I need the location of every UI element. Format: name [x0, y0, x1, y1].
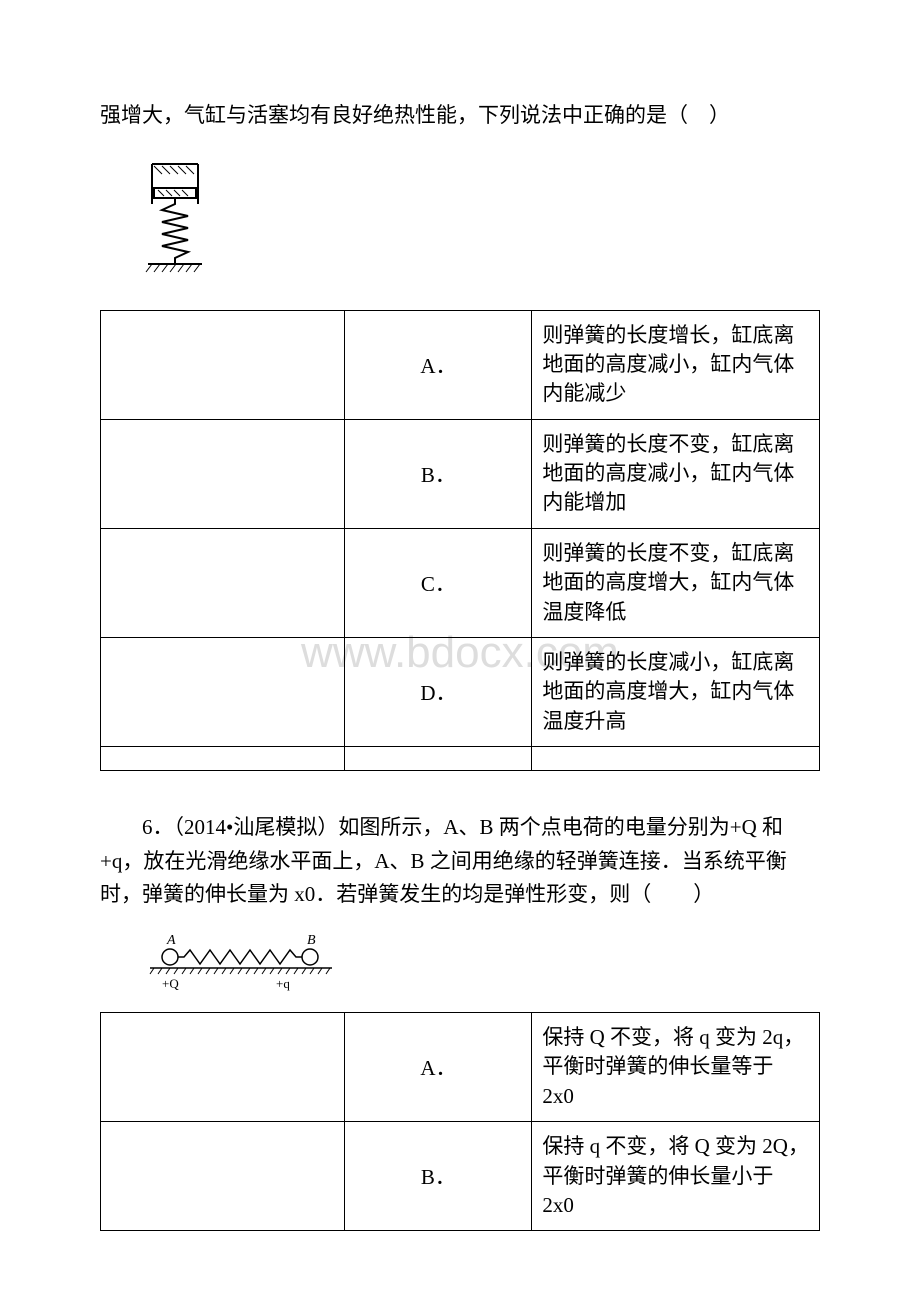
charge-a-label: +Q	[162, 976, 179, 991]
option-empty	[101, 1012, 345, 1121]
question-6-text: 6．（2014•汕尾模拟）如图所示，A、B 两个点电荷的电量分别为+Q 和+q，…	[100, 811, 820, 912]
table-row: A． 则弹簧的长度增长，缸底离地面的高度减小，缸内气体内能减少	[101, 310, 820, 419]
option-text: 则弹簧的长度不变，缸底离地面的高度减小，缸内气体内能增加	[532, 419, 820, 528]
option-text: 保持 q 不变，将 Q 变为 2Q，平衡时弹簧的伸长量小于 2x0	[532, 1122, 820, 1231]
table-row: A． 保持 Q 不变，将 q 变为 2q，平衡时弹簧的伸长量等于 2x0	[101, 1012, 820, 1121]
empty-cell	[532, 747, 820, 771]
option-text: 则弹簧的长度不变，缸底离地面的高度增大，缸内气体温度降低	[532, 528, 820, 637]
table-empty-row	[101, 747, 820, 771]
cylinder-spring-diagram	[140, 162, 820, 280]
option-empty	[101, 528, 345, 637]
option-letter: D．	[345, 638, 532, 747]
option-empty	[101, 419, 345, 528]
options-table-1: A． 则弹簧的长度增长，缸底离地面的高度减小，缸内气体内能减少 B． 则弹簧的长…	[100, 310, 820, 772]
table-row: B． 保持 q 不变，将 Q 变为 2Q，平衡时弹簧的伸长量小于 2x0	[101, 1122, 820, 1231]
options-table-2: A． 保持 Q 不变，将 q 变为 2q，平衡时弹簧的伸长量等于 2x0 B． …	[100, 1012, 820, 1231]
intro-text: 强增大，气缸与活塞均有良好绝热性能，下列说法中正确的是（ ）	[100, 100, 820, 132]
option-letter: C．	[345, 528, 532, 637]
option-letter: B．	[345, 1122, 532, 1231]
label-a: A	[166, 933, 176, 948]
option-empty	[101, 638, 345, 747]
option-text: 则弹簧的长度减小，缸底离地面的高度增大，缸内气体温度升高	[532, 638, 820, 747]
empty-cell	[345, 747, 532, 771]
option-empty	[101, 1122, 345, 1231]
table-row: D． 则弹簧的长度减小，缸底离地面的高度增大，缸内气体温度升高	[101, 638, 820, 747]
option-letter: A．	[345, 310, 532, 419]
charge-b-label: +q	[276, 976, 290, 991]
label-b: B	[307, 933, 316, 948]
table-row: B． 则弹簧的长度不变，缸底离地面的高度减小，缸内气体内能增加	[101, 419, 820, 528]
option-letter: B．	[345, 419, 532, 528]
empty-cell	[101, 747, 345, 771]
option-empty	[101, 310, 345, 419]
table-row: C． 则弹簧的长度不变，缸底离地面的高度增大，缸内气体温度降低	[101, 528, 820, 637]
option-letter: A．	[345, 1012, 532, 1121]
option-text: 保持 Q 不变，将 q 变为 2q，平衡时弹簧的伸长量等于 2x0	[532, 1012, 820, 1121]
charges-spring-diagram: A B +Q +q	[140, 932, 820, 992]
option-text: 则弹簧的长度增长，缸底离地面的高度减小，缸内气体内能减少	[532, 310, 820, 419]
